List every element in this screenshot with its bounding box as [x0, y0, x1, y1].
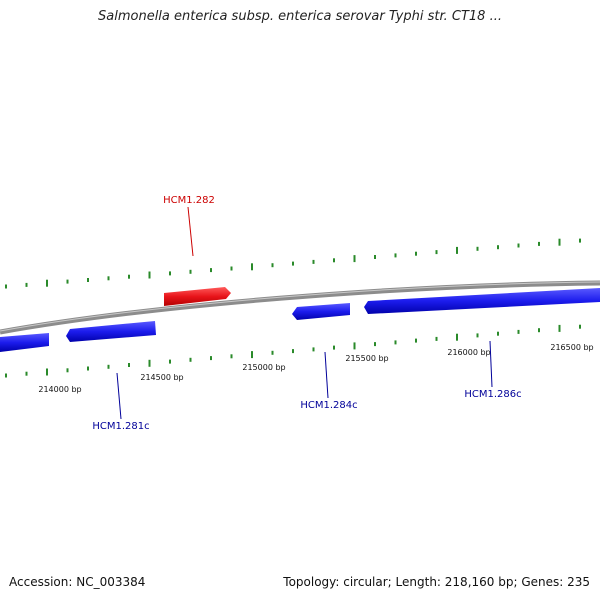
ruler-label-216000: 216000 bp: [447, 348, 490, 357]
reverse-tick-row: [5, 324, 581, 378]
leader-hcm1-281c: [116, 372, 122, 420]
accession-text: Accession: NC_003384: [9, 575, 146, 589]
ruler-label-215000: 215000 bp: [242, 363, 285, 372]
gene-label-hcm1-284c: HCM1.284c: [300, 400, 357, 411]
genome-stats-text: Topology: circular; Length: 218,160 bp; …: [283, 575, 590, 589]
gene-label-hcm1-281c: HCM1.281c: [92, 421, 149, 432]
map-title: Salmonella enterica subsp. enterica sero…: [98, 9, 502, 24]
gene-hcm1-281c[interactable]: [66, 321, 156, 342]
gene-hcm1-286c[interactable]: [364, 288, 600, 314]
leader-hcm1-286c: [489, 340, 493, 388]
gene-hcm1-282[interactable]: [164, 287, 231, 306]
gene-label-hcm1-286c: HCM1.286c: [464, 389, 521, 400]
ruler-label-214000: 214000 bp: [38, 385, 81, 394]
ruler-label-215500: 215500 bp: [345, 354, 388, 363]
ruler-label-216500: 216500 bp: [550, 343, 593, 352]
forward-tick-row: [5, 238, 581, 289]
leader-hcm1-284c: [324, 351, 329, 399]
gene-hcm1-281c-left[interactable]: [0, 333, 49, 352]
backbone-highlight: [0, 281, 600, 332]
gene-hcm1-284c[interactable]: [292, 303, 350, 320]
ruler-label-214500: 214500 bp: [140, 373, 183, 382]
backbone-arc: [0, 280, 600, 335]
leader-hcm1-282: [187, 206, 194, 257]
gene-label-hcm1-282: HCM1.282: [163, 195, 215, 206]
